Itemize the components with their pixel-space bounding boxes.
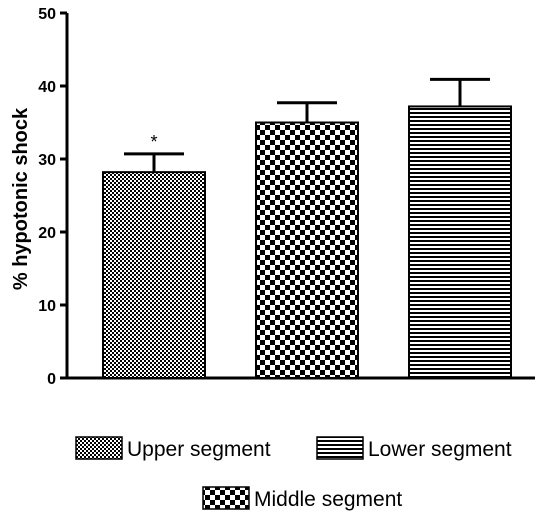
legend-swatch [202,486,250,510]
legend-label: Lower segment [368,438,512,461]
legend-label: Middle segment [254,488,402,511]
significance-marker: * [150,132,157,152]
legend-swatch [316,436,364,460]
y-tick-label: 20 [38,225,56,242]
legend-label: Upper segment [127,438,271,461]
y-tick-label: 0 [47,371,56,388]
bar [102,171,206,379]
bar [255,121,359,379]
y-tick-label: 30 [38,152,56,169]
y-axis-label: % hypotonic shock [10,107,32,290]
bars: * [102,77,512,379]
bar [408,105,512,379]
legend-swatch [75,436,123,460]
y-tick-label: 10 [38,298,56,315]
y-tick-label: 50 [38,6,56,23]
y-tick-label: 40 [38,79,56,96]
legend: Upper segment Lower segment Middle segment [75,436,512,511]
